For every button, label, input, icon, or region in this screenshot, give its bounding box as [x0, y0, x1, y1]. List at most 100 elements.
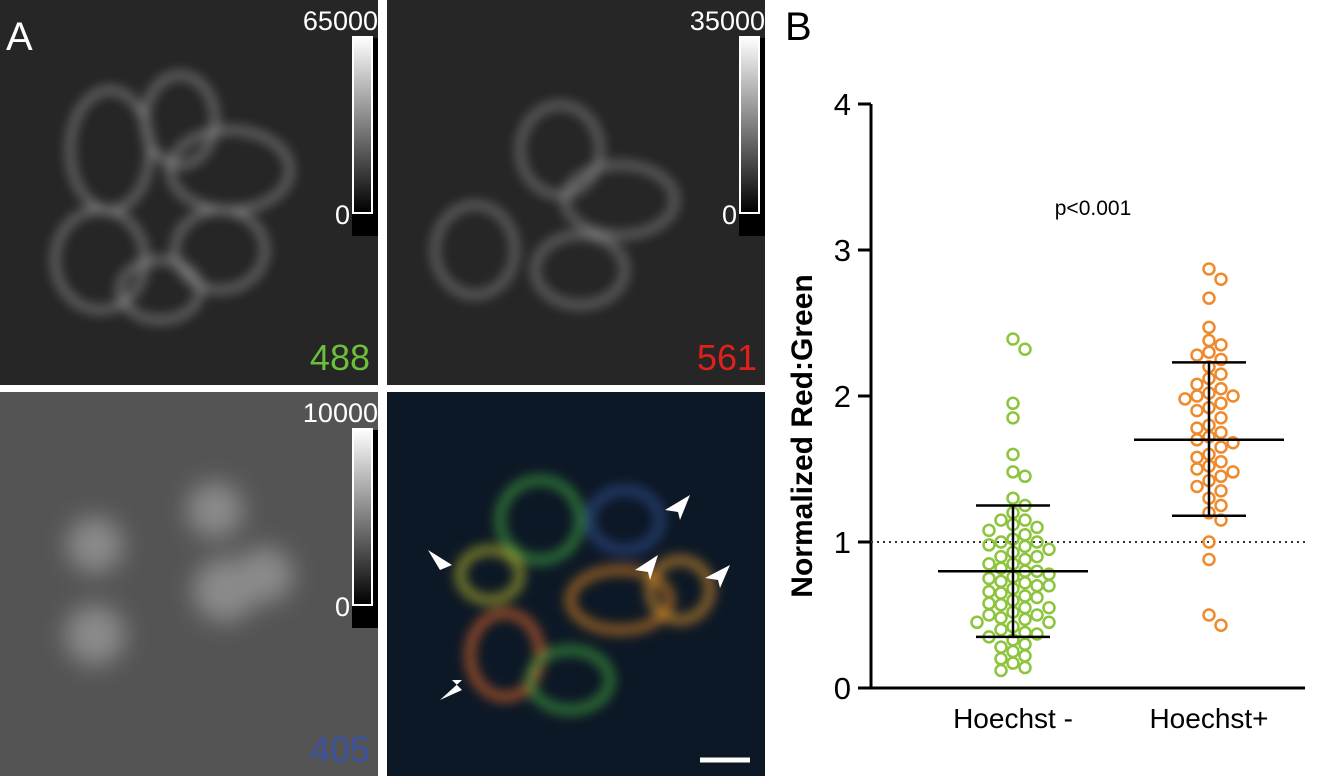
data-point	[1018, 342, 1032, 357]
data-point	[970, 615, 984, 630]
colorbar	[739, 36, 760, 214]
data-point	[1030, 520, 1044, 535]
data-point	[1190, 348, 1204, 362]
data-point	[1006, 644, 1020, 659]
data-point	[1214, 381, 1228, 396]
data-point	[1030, 549, 1044, 564]
image-annotations: 65000 0 488 35000 0 561 10000 0 405	[303, 6, 765, 770]
data-point	[1214, 352, 1228, 367]
data-point	[1018, 612, 1032, 627]
data-point	[982, 608, 996, 622]
data-point	[1202, 345, 1216, 359]
data-point	[1030, 627, 1044, 641]
colorbar-max: 65000	[303, 6, 378, 36]
data-point	[1006, 332, 1020, 346]
data-point	[1202, 333, 1216, 348]
data-point	[982, 584, 996, 599]
data-point	[1214, 396, 1228, 411]
data-point	[1030, 590, 1044, 605]
data-point	[994, 586, 1008, 600]
panel-label: B	[785, 5, 812, 49]
data-point	[1214, 338, 1228, 352]
colorbar-max: 10000	[303, 398, 378, 428]
data-point	[1042, 615, 1056, 630]
data-point	[1006, 491, 1020, 505]
data-point	[1226, 389, 1240, 403]
data-point	[982, 596, 996, 611]
data-point	[1214, 469, 1228, 484]
data-point	[1018, 552, 1032, 567]
channel-label: 488	[310, 337, 370, 378]
colorbar-min: 0	[335, 592, 350, 622]
data-point	[1042, 579, 1056, 593]
data-point	[994, 561, 1008, 576]
data-point	[1214, 484, 1228, 498]
data-point	[1030, 579, 1044, 593]
data-point	[1214, 411, 1228, 425]
data-point	[1018, 469, 1032, 484]
data-point	[1214, 272, 1228, 286]
data-point	[1018, 637, 1032, 651]
data-point	[1042, 542, 1056, 557]
data-point	[1006, 447, 1020, 462]
data-point	[994, 549, 1008, 564]
data-point	[1190, 462, 1204, 476]
data-point	[1018, 513, 1032, 527]
x-tick-label: Hoechst+	[1149, 703, 1268, 734]
y-tick-label: 1	[834, 525, 851, 560]
data-point	[1030, 535, 1044, 549]
y-tick-label: 0	[834, 671, 851, 706]
data-point	[994, 535, 1008, 549]
data-point	[1006, 656, 1020, 670]
data-point	[1018, 589, 1032, 603]
data-point	[1018, 600, 1032, 615]
y-tick-label: 3	[834, 233, 851, 268]
data-point	[1006, 396, 1020, 411]
colorbar	[352, 36, 373, 214]
data-point	[1018, 576, 1032, 590]
data-point	[1202, 262, 1216, 276]
image-merge	[387, 392, 765, 776]
channel-label: 561	[697, 337, 757, 378]
data-point	[1202, 535, 1216, 549]
data-point	[1214, 367, 1228, 381]
y-tick-label: 4	[834, 87, 851, 122]
data-point	[994, 513, 1008, 527]
channel-label: 405	[310, 729, 370, 770]
data-point	[1042, 600, 1056, 615]
data-point	[1202, 608, 1216, 622]
data-point	[1190, 421, 1204, 435]
data-point	[1018, 660, 1032, 675]
colorbar-min: 0	[335, 200, 350, 230]
data-point	[994, 652, 1008, 666]
data-point	[994, 574, 1008, 589]
image-561	[387, 0, 765, 385]
data-point	[1214, 425, 1228, 440]
data-point	[1214, 454, 1228, 469]
data-point	[1214, 498, 1228, 513]
annotation: p<0.001	[1055, 197, 1132, 220]
colorbar-min: 0	[722, 200, 737, 230]
data-point	[994, 611, 1008, 625]
data-point	[982, 523, 996, 538]
data-point	[1030, 608, 1044, 622]
data-point	[994, 640, 1008, 654]
colorbar	[352, 428, 373, 606]
data-point	[982, 557, 996, 571]
data-point	[1214, 440, 1228, 454]
data-point	[1178, 392, 1192, 406]
data-point	[1226, 465, 1240, 479]
image-488	[0, 0, 378, 385]
data-point	[994, 622, 1008, 637]
y-tick-label: 2	[834, 379, 851, 414]
data-point	[1190, 403, 1204, 418]
data-point	[1190, 479, 1204, 494]
data-point	[994, 663, 1008, 678]
dot-plot: B Normalized Red:Green p<0.001 0 1 2 3 4 Hoechst…	[785, 5, 1305, 734]
data-point	[1190, 450, 1204, 465]
x-tick-label: Hoechst -	[953, 703, 1073, 734]
data-point	[1018, 539, 1032, 554]
data-point	[994, 598, 1008, 612]
y-axis-label: Normalized Red:Green	[786, 274, 819, 597]
